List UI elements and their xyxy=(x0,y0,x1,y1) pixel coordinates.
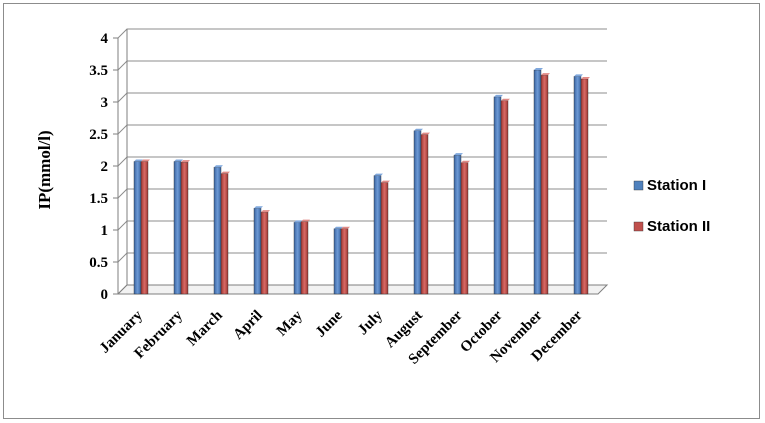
legend-label: Station II xyxy=(647,218,710,235)
gridline xyxy=(117,156,607,167)
x-tick-label: June xyxy=(313,307,346,340)
legend-swatch xyxy=(633,221,644,232)
bar-station-ii-september xyxy=(460,160,470,295)
legend-label: Station I xyxy=(647,177,706,194)
x-tick-label: March xyxy=(184,307,226,349)
x-tick-label: July xyxy=(355,307,386,338)
y-tick-label: 1.5 xyxy=(89,191,108,207)
y-tick-label: 3.5 xyxy=(89,63,108,79)
legend-item-station-i: Station I xyxy=(633,177,706,194)
bars xyxy=(133,68,590,295)
legend-item-station-ii: Station II xyxy=(633,218,710,235)
legend: Station I Station II xyxy=(633,177,710,235)
bar-station-ii-december xyxy=(580,76,590,295)
bar-station-ii-june xyxy=(340,226,350,295)
floor xyxy=(116,284,609,295)
gridline xyxy=(117,124,607,135)
bar-station-ii-july xyxy=(380,180,390,295)
bar-station-ii-march xyxy=(220,171,230,295)
legend-swatch xyxy=(633,180,644,191)
bar-station-ii-april xyxy=(260,210,270,295)
y-tick-label: 2 xyxy=(101,159,109,175)
gridline xyxy=(117,252,607,263)
bar-station-ii-november xyxy=(540,73,550,295)
y-tick-label: 4 xyxy=(101,31,109,47)
y-axis-label: IP(mmol/l) xyxy=(35,130,54,209)
bar-station-ii-may xyxy=(300,219,310,295)
axes xyxy=(113,29,609,295)
bar-station-ii-october xyxy=(500,98,510,295)
gridline xyxy=(117,28,607,39)
bar-station-ii-august xyxy=(420,132,430,295)
gridline xyxy=(117,220,607,231)
y-tick-label: 3 xyxy=(101,95,109,111)
gridlines xyxy=(117,28,607,295)
y-tick-label: 2.5 xyxy=(89,127,108,143)
bar-station-ii-january xyxy=(140,159,150,295)
y-tick-label: 1 xyxy=(101,223,109,239)
x-tick-label: May xyxy=(274,307,306,339)
x-tick-label: April xyxy=(230,308,265,343)
y-tick-label: 0.5 xyxy=(89,255,108,271)
gridline xyxy=(117,92,607,103)
y-tick-label: 0 xyxy=(101,287,109,303)
gridline xyxy=(117,188,607,199)
gridline xyxy=(117,60,607,71)
bar-station-ii-february xyxy=(180,160,190,295)
y-tick-labels: 0 0.5 1 1.5 2 2.5 3 3.5 4 xyxy=(89,31,108,303)
